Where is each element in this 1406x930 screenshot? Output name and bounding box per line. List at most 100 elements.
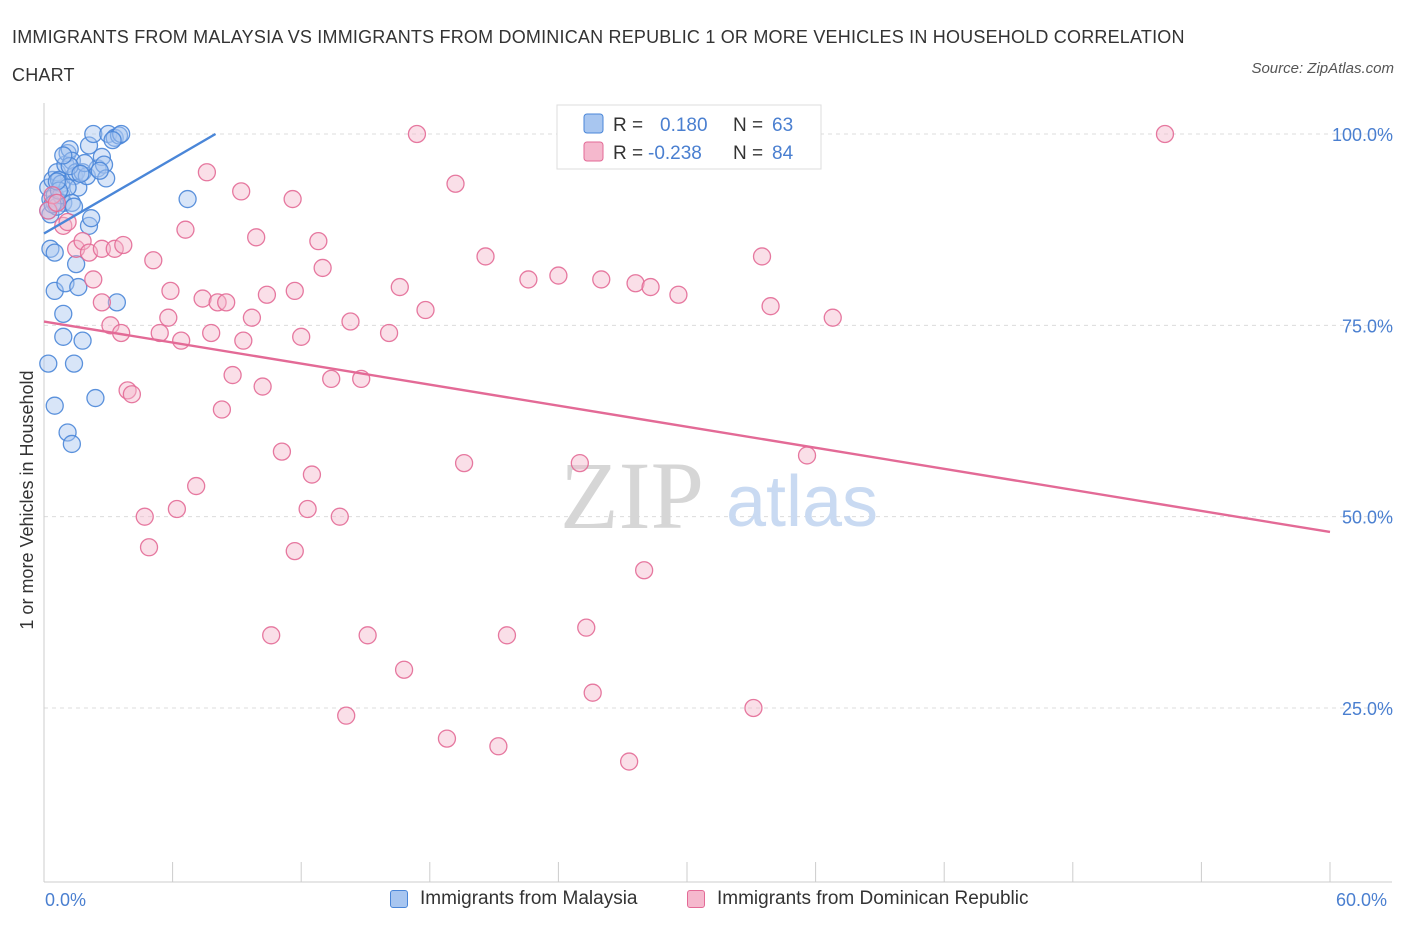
malaysia-point bbox=[64, 354, 84, 373]
malaysia-point bbox=[45, 396, 64, 415]
dominican-republic-point bbox=[187, 476, 206, 496]
legend-top-r-label-pink: R = bbox=[613, 143, 643, 164]
malaysia-point bbox=[69, 277, 88, 297]
dominican-republic-point bbox=[390, 277, 409, 297]
grid-layer bbox=[44, 133, 1392, 709]
malaysia-point bbox=[90, 161, 109, 180]
dominican-republic-trend-line bbox=[43, 320, 1331, 534]
watermark-atlas: atlas bbox=[726, 462, 878, 542]
malaysia-point bbox=[67, 254, 86, 274]
dominican-republic-point bbox=[641, 277, 660, 297]
dominican-republic-point bbox=[394, 660, 414, 679]
dominican-republic-point bbox=[247, 228, 266, 247]
dominican-republic-point bbox=[619, 752, 639, 771]
legend-top-n-label-pink: N = bbox=[733, 143, 763, 164]
watermark-zip: ZIP bbox=[560, 442, 704, 549]
dominican-republic-point bbox=[570, 453, 589, 473]
dominican-republic-point bbox=[144, 251, 163, 270]
dominican-republic-point bbox=[176, 220, 195, 239]
legend-item-malaysia[interactable]: Immigrants from Malaysia bbox=[390, 888, 638, 910]
dominican-republic-point bbox=[549, 266, 568, 285]
dominican-republic-point bbox=[752, 247, 772, 266]
dominican-republic-point bbox=[212, 400, 232, 419]
malaysia-point bbox=[47, 172, 67, 191]
chart-title-block: IMMIGRANTS FROM MALAYSIA VS IMMIGRANTS F… bbox=[12, 18, 1232, 94]
dominican-republic-point bbox=[626, 274, 645, 293]
dominican-republic-point bbox=[313, 258, 332, 278]
dominican-republic-point bbox=[105, 239, 124, 258]
y-tick-label-25: 25.0% bbox=[1342, 699, 1393, 719]
malaysia-point bbox=[54, 146, 73, 165]
axis-layer bbox=[43, 103, 1392, 883]
dominican-republic-point bbox=[322, 369, 341, 389]
malaysia-point bbox=[107, 293, 127, 312]
dominican-republic-point bbox=[823, 308, 842, 327]
dominican-republic-point bbox=[302, 465, 322, 484]
dominican-republic-point bbox=[454, 453, 474, 473]
dominican-republic-point bbox=[761, 297, 780, 316]
legend-item-dominican-republic[interactable]: Immigrants from Dominican Republic bbox=[687, 888, 1029, 910]
malaysia-point bbox=[86, 388, 105, 408]
dominican-republic-point bbox=[73, 231, 92, 251]
dominican-republic-point bbox=[446, 174, 465, 193]
dominican-republic-point bbox=[285, 541, 304, 561]
dominican-republic-point bbox=[257, 285, 277, 304]
dominican-republic-point bbox=[583, 683, 602, 702]
malaysia-point bbox=[178, 189, 197, 209]
dominican-republic-point bbox=[197, 163, 217, 182]
x-tick-label-min: 0.0% bbox=[45, 890, 87, 910]
dominican-republic-point bbox=[497, 626, 517, 645]
dominican-republic-point bbox=[330, 507, 349, 526]
dominican-republic-point bbox=[217, 293, 236, 312]
malaysia-point bbox=[103, 130, 122, 150]
dominican-republic-point bbox=[797, 446, 817, 465]
dominican-republic-point bbox=[159, 308, 178, 327]
dominican-republic-point bbox=[592, 270, 611, 289]
legend-top: R = 0.180 N = 63 R = -0.238 N = 84 bbox=[556, 104, 822, 170]
malaysia-point bbox=[82, 209, 101, 228]
dominican-republic-point bbox=[139, 538, 159, 557]
dominican-republic-point bbox=[577, 618, 596, 637]
dominican-republic-point bbox=[122, 385, 142, 404]
dominican-republic-point bbox=[283, 189, 302, 209]
y-tick-label-50: 50.0% bbox=[1342, 508, 1393, 528]
dominican-republic-point bbox=[744, 698, 763, 718]
legend-top-n-value-pink: 84 bbox=[772, 143, 794, 164]
dominican-republic-point bbox=[114, 235, 133, 255]
points-layer bbox=[39, 124, 1175, 771]
dominican-republic-point bbox=[232, 182, 251, 201]
dominican-republic-point bbox=[337, 706, 356, 725]
dominican-republic-point bbox=[519, 270, 538, 289]
malaysia-point bbox=[54, 327, 73, 346]
legend-swatch-dominican-republic bbox=[687, 890, 705, 908]
dominican-republic-point bbox=[223, 365, 242, 385]
malaysia-point bbox=[39, 354, 58, 373]
y-axis-title: 1 or more Vehicles in Household bbox=[17, 370, 37, 629]
dominican-republic-point bbox=[489, 737, 508, 756]
dominican-republic-point bbox=[161, 281, 180, 301]
malaysia-point bbox=[84, 124, 103, 144]
legend-top-swatch-blue bbox=[583, 113, 604, 134]
watermark: ZIP atlas bbox=[560, 442, 878, 549]
dominican-republic-point bbox=[47, 193, 67, 213]
legend-top-r-value-blue: 0.180 bbox=[660, 115, 708, 136]
malaysia-point bbox=[79, 136, 99, 155]
legend-top-n-label-blue: N = bbox=[733, 115, 763, 136]
malaysia-point bbox=[62, 434, 82, 454]
dominican-republic-point bbox=[272, 442, 292, 461]
dominican-republic-point bbox=[437, 729, 457, 748]
dominican-republic-point bbox=[262, 626, 281, 645]
legend-top-swatch-pink bbox=[583, 141, 604, 162]
dominican-republic-point bbox=[669, 285, 688, 304]
x-tick-label-max: 60.0% bbox=[1336, 890, 1388, 910]
dominican-republic-point bbox=[416, 300, 435, 320]
dominican-republic-point bbox=[92, 293, 112, 312]
malaysia-point bbox=[58, 423, 77, 442]
dominican-republic-point bbox=[1155, 124, 1175, 144]
malaysia-point bbox=[71, 164, 90, 183]
y-tick-label-75: 75.0% bbox=[1342, 316, 1393, 336]
dominican-republic-point bbox=[242, 308, 262, 327]
dominican-republic-point bbox=[358, 626, 377, 645]
legend-swatch-malaysia bbox=[390, 890, 408, 908]
malaysia-point bbox=[54, 304, 73, 324]
